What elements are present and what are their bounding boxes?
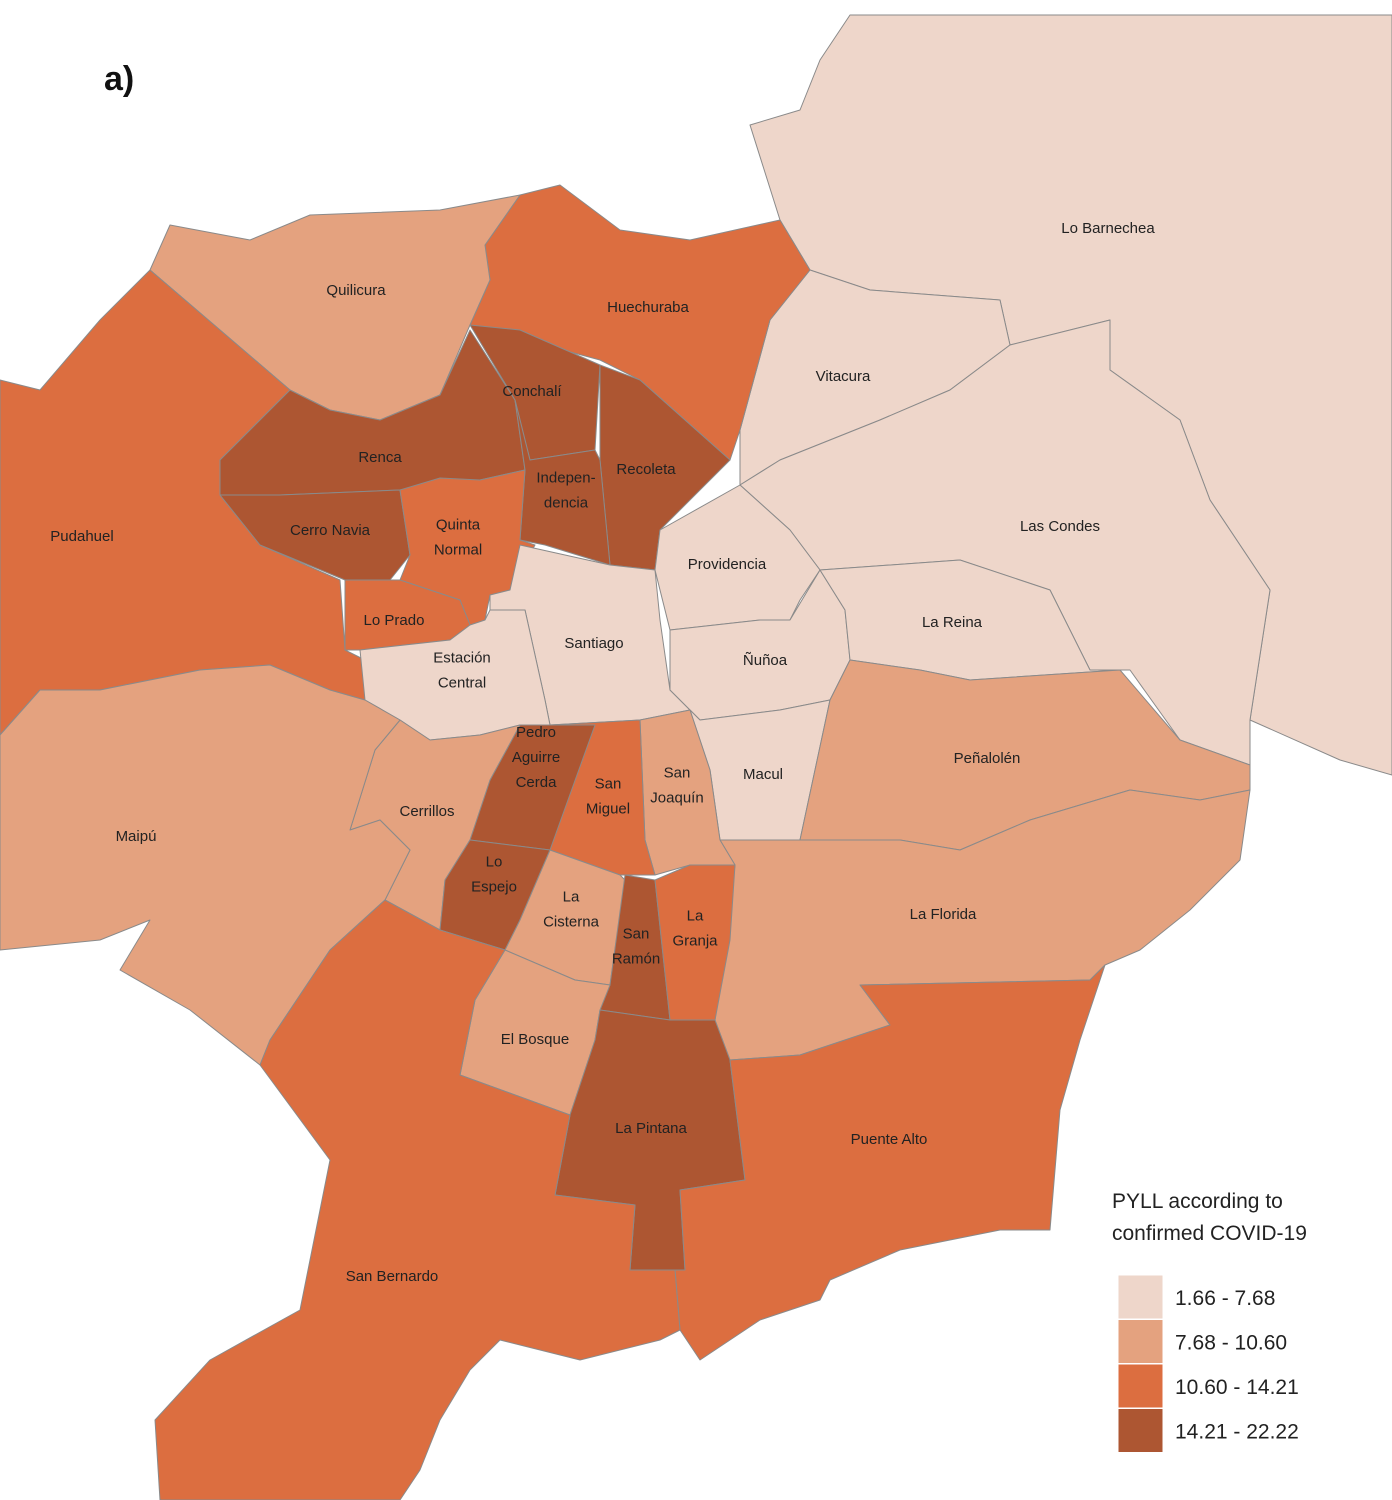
label-line: dencia xyxy=(544,495,589,512)
region xyxy=(219,489,411,581)
region-label: La Florida xyxy=(910,906,977,923)
label-line: Cisterna xyxy=(543,914,600,931)
label-line: Pedro xyxy=(516,724,556,741)
region-label: Puente Alto xyxy=(851,1131,928,1148)
region-label: La Reina xyxy=(922,614,983,631)
label-line: Miguel xyxy=(586,801,630,818)
legend-label: 10.60 - 14.21 xyxy=(1175,1376,1299,1399)
label-line: Peñalolén xyxy=(954,750,1021,767)
label-line: Vitacura xyxy=(816,368,871,385)
legend-label: 7.68 - 10.60 xyxy=(1175,1332,1287,1355)
region xyxy=(154,899,681,1500)
region xyxy=(674,964,1106,1361)
label-line: Cerro Navia xyxy=(290,522,371,539)
region-label: Pedro Aguirre Cerda xyxy=(512,724,560,791)
region-label: Estación Central xyxy=(433,650,491,692)
label-line: San xyxy=(664,765,691,782)
label-line: Granja xyxy=(672,933,718,950)
label-line: Macul xyxy=(743,766,783,783)
region-label: San Miguel xyxy=(586,776,630,818)
region-label: Recoleta xyxy=(616,461,676,478)
region-label: Quilicura xyxy=(326,282,386,299)
label-line: Pudahuel xyxy=(50,528,113,545)
label-line: Cerrillos xyxy=(399,803,454,820)
region-label: Cerro Navia xyxy=(290,522,371,539)
label-line: La Florida xyxy=(910,906,977,923)
legend-label: 14.21 - 22.22 xyxy=(1175,1421,1299,1444)
label-line: Quilicura xyxy=(326,282,386,299)
region-label: Vitacura xyxy=(816,368,871,385)
region-label: Macul xyxy=(743,766,783,783)
label-line: Providencia xyxy=(688,556,767,573)
label-line: Aguirre xyxy=(512,749,560,766)
region-label: Conchalí xyxy=(502,383,562,400)
label-line: Estación xyxy=(433,650,491,667)
region-label: Pudahuel xyxy=(50,528,113,545)
label-line: Central xyxy=(438,675,486,692)
label-line: Cerda xyxy=(516,774,558,791)
label-line: San xyxy=(595,776,622,793)
region-labels: Lo Barnechea Vitacura Las Condes Huechuraba… xyxy=(50,220,1155,1285)
legend: PYLL according to confirmed COVID-19 1.66 … xyxy=(1112,1190,1307,1453)
region xyxy=(0,664,411,1066)
label-line: Ñuñoa xyxy=(743,652,788,669)
legend-title: PYLL according to xyxy=(1112,1190,1283,1213)
region-label: Las Condes xyxy=(1020,518,1100,535)
legend-title: confirmed COVID-19 xyxy=(1112,1222,1307,1245)
label-line: Lo Prado xyxy=(364,612,425,629)
region-label: Cerrillos xyxy=(399,803,454,820)
label-line: Puente Alto xyxy=(851,1131,928,1148)
region-label: Lo Barnechea xyxy=(1061,220,1155,237)
label-line: Quinta xyxy=(436,517,481,534)
label-line: Lo xyxy=(486,854,503,871)
region-label: San Bernardo xyxy=(346,1268,439,1285)
region-label: Providencia xyxy=(688,556,767,573)
label-line: Renca xyxy=(358,449,402,466)
label-line: Maipú xyxy=(116,828,157,845)
regions xyxy=(0,14,1392,1500)
label-line: La xyxy=(563,889,580,906)
region-label: Santiago xyxy=(564,635,623,652)
label-line: Conchalí xyxy=(502,383,562,400)
legend-swatch xyxy=(1117,1319,1164,1364)
legend-swatch xyxy=(1117,1274,1164,1320)
region-label: Indepen-dencia xyxy=(536,470,595,512)
region-label: La Pintana xyxy=(615,1120,687,1137)
region-label: Lo Espejo xyxy=(471,854,517,896)
panel-label: a) xyxy=(104,60,134,98)
label-line: El Bosque xyxy=(501,1031,569,1048)
label-line: San xyxy=(623,926,650,943)
label-line: La Reina xyxy=(922,614,983,631)
label-line: La Pintana xyxy=(615,1120,687,1137)
region-label: Peñalolén xyxy=(954,750,1021,767)
region-label: San Ramón xyxy=(612,926,660,968)
region-label: Maipú xyxy=(116,828,157,845)
label-line: San Bernardo xyxy=(346,1268,439,1285)
region-label: La Cisterna xyxy=(543,889,600,931)
region-label: Huechuraba xyxy=(607,299,689,316)
label-line: Espejo xyxy=(471,879,517,896)
legend-swatch xyxy=(1117,1363,1164,1409)
region-label: Quinta Normal xyxy=(434,517,482,559)
label-line: Huechuraba xyxy=(607,299,689,316)
legend-label: 1.66 - 7.68 xyxy=(1175,1287,1275,1310)
region-label: Lo Prado xyxy=(364,612,425,629)
region-label: Ñuñoa xyxy=(743,652,788,669)
region-label: Renca xyxy=(358,449,402,466)
label-line: Joaquín xyxy=(650,790,703,807)
label-line: La xyxy=(687,908,704,925)
label-line: Normal xyxy=(434,542,482,559)
label-line: Las Condes xyxy=(1020,518,1100,535)
label-line: Recoleta xyxy=(616,461,676,478)
legend-swatch xyxy=(1117,1408,1164,1453)
label-line: Ramón xyxy=(612,951,660,968)
label-line: Santiago xyxy=(564,635,623,652)
region-label: San Joaquín xyxy=(650,765,703,807)
region-label: El Bosque xyxy=(501,1031,569,1048)
label-line: Lo Barnechea xyxy=(1061,220,1155,237)
region-label: La Granja xyxy=(672,908,718,950)
label-line: Indepen- xyxy=(536,470,595,487)
region xyxy=(654,484,821,631)
